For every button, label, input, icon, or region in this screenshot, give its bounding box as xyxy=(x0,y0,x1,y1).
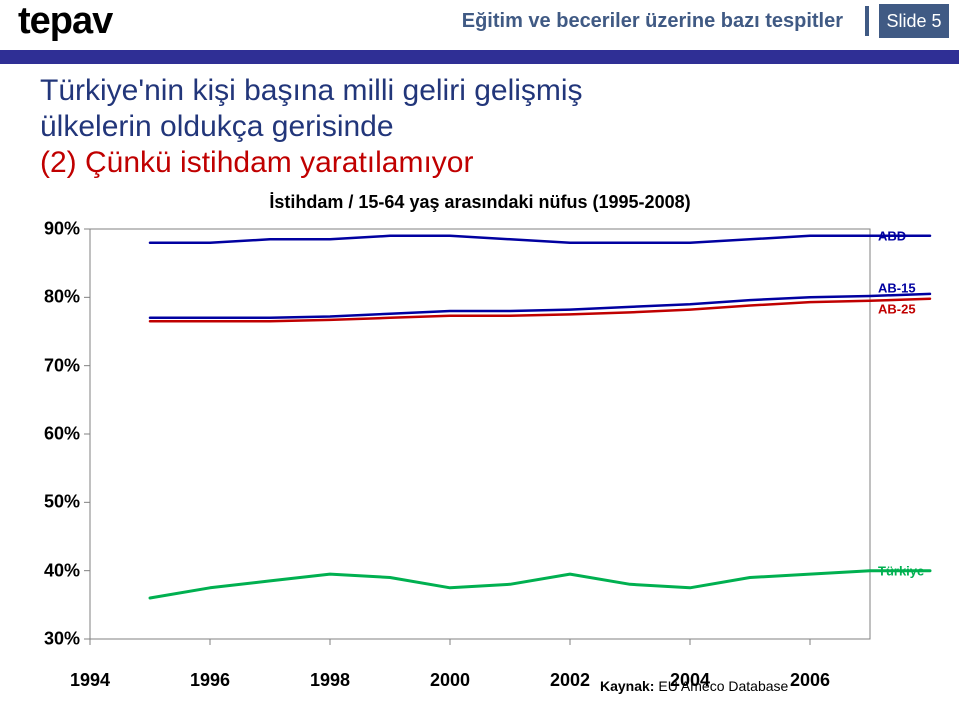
series-label-ab-25: AB-25 xyxy=(878,301,916,316)
y-axis-tick-label: 90% xyxy=(20,219,80,240)
slide-heading: Türkiye'nin kişi başına milli geliri gel… xyxy=(40,74,939,180)
x-axis-tick-label: 1996 xyxy=(190,670,230,691)
y-axis-tick-label: 60% xyxy=(20,424,80,445)
series-label-turkiye: Türkiye xyxy=(878,563,924,578)
logo: tepav xyxy=(18,0,112,43)
slide-number: Slide 5 xyxy=(879,4,949,38)
x-axis-tick-label: 1994 xyxy=(70,670,110,691)
source-label: Kaynak: xyxy=(600,678,654,694)
chart-title: İstihdam / 15-64 yaş arasındaki nüfus (1… xyxy=(20,192,940,213)
chart: İstihdam / 15-64 yaş arasındaki nüfus (1… xyxy=(20,192,940,692)
header-right: Eğitim ve beceriler üzerine bazı tespitl… xyxy=(462,4,949,38)
x-axis-tick-label: 2002 xyxy=(550,670,590,691)
header-title: Eğitim ve beceriler üzerine bazı tespitl… xyxy=(462,10,855,33)
y-axis-tick-label: 40% xyxy=(20,560,80,581)
header-divider xyxy=(865,6,869,36)
heading-line-2: ülkelerin oldukça gerisinde xyxy=(40,110,939,144)
heading-line-3: (2) Çünkü istihdam yaratılamıyor xyxy=(40,146,939,180)
chart-plot: 30%40%50%60%70%80%90%1994199619982000200… xyxy=(20,219,940,669)
series-label-ab-15: AB-15 xyxy=(878,280,916,295)
slide: tepav Eğitim ve beceriler üzerine bazı t… xyxy=(0,0,959,713)
x-axis-tick-label: 2000 xyxy=(430,670,470,691)
x-axis-tick-label: 2006 xyxy=(790,670,830,691)
y-axis-tick-label: 30% xyxy=(20,629,80,650)
series-label-abd: ABD xyxy=(878,228,906,243)
y-axis-tick-label: 70% xyxy=(20,355,80,376)
y-axis-tick-label: 80% xyxy=(20,287,80,308)
heading-line-1: Türkiye'nin kişi başına milli geliri gel… xyxy=(40,74,939,108)
x-axis-tick-label: 1998 xyxy=(310,670,350,691)
y-axis-tick-label: 50% xyxy=(20,492,80,513)
accent-bar xyxy=(0,50,959,64)
source-text: EU Ameco Database xyxy=(658,678,788,694)
slide-header: tepav Eğitim ve beceriler üzerine bazı t… xyxy=(0,0,959,50)
chart-source: Kaynak: EU Ameco Database xyxy=(600,678,788,694)
